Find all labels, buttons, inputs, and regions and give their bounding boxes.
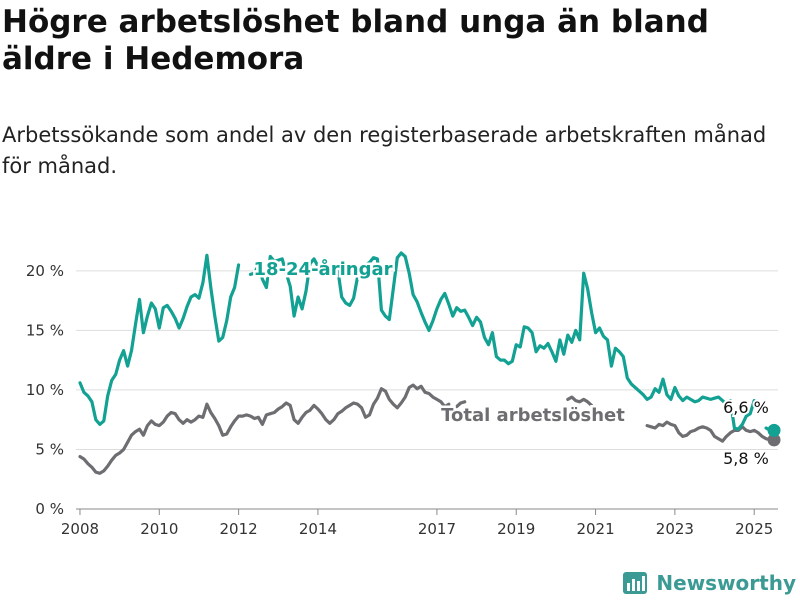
y-tick-label: 20 % (26, 262, 64, 280)
series-label-total: Total arbetslöshet (441, 405, 625, 426)
chart-subtitle: Arbetssökande som andel av den registerb… (2, 123, 767, 178)
y-tick-label: 10 % (26, 381, 64, 399)
newsworthy-logo-icon (623, 572, 648, 594)
chart-title: Högre arbetslöshet bland unga än bland ä… (2, 4, 709, 77)
x-tick-label: 2008 (61, 520, 99, 538)
y-tick-label: 15 % (26, 321, 64, 339)
series-lines (78, 251, 781, 475)
end-point-total (767, 433, 781, 447)
brand-name: Newsworthy (656, 571, 796, 595)
x-tick-label: 2023 (656, 520, 694, 538)
end-point-youth (767, 423, 781, 437)
x-tick-label: 2021 (576, 520, 614, 538)
series-line-youth (78, 253, 241, 426)
y-tick-label: 5 % (35, 440, 64, 458)
end-label-youth: 6,6 % (723, 398, 769, 417)
series-label-youth: 18-24-åringar (254, 258, 393, 280)
series-line-total (455, 400, 467, 409)
x-tick-label: 2025 (735, 520, 773, 538)
series-line-youth (336, 251, 756, 431)
axes: 0 % 5 % 10 % 15 % 20 % 2008 2010 2012 2014 2017 20… (26, 262, 773, 538)
series-line-youth (248, 254, 320, 318)
x-tick-label: 2014 (299, 520, 337, 538)
series-line-total (645, 420, 776, 443)
series-labels: 18-24-åringar Total arbetslöshet 6,6 % 5,8 … (251, 256, 771, 471)
series-line-total (566, 395, 594, 407)
end-label-total: 5,8 % (723, 449, 769, 468)
newsworthy-brand[interactable]: Newsworthy (622, 570, 796, 596)
x-tick-label: 2019 (497, 520, 535, 538)
series-line-total (78, 383, 451, 475)
x-tick-label: 2012 (220, 520, 258, 538)
y-tick-label: 0 % (35, 500, 64, 518)
x-tick-label: 2010 (140, 520, 178, 538)
x-tick-label: 2017 (418, 520, 456, 538)
